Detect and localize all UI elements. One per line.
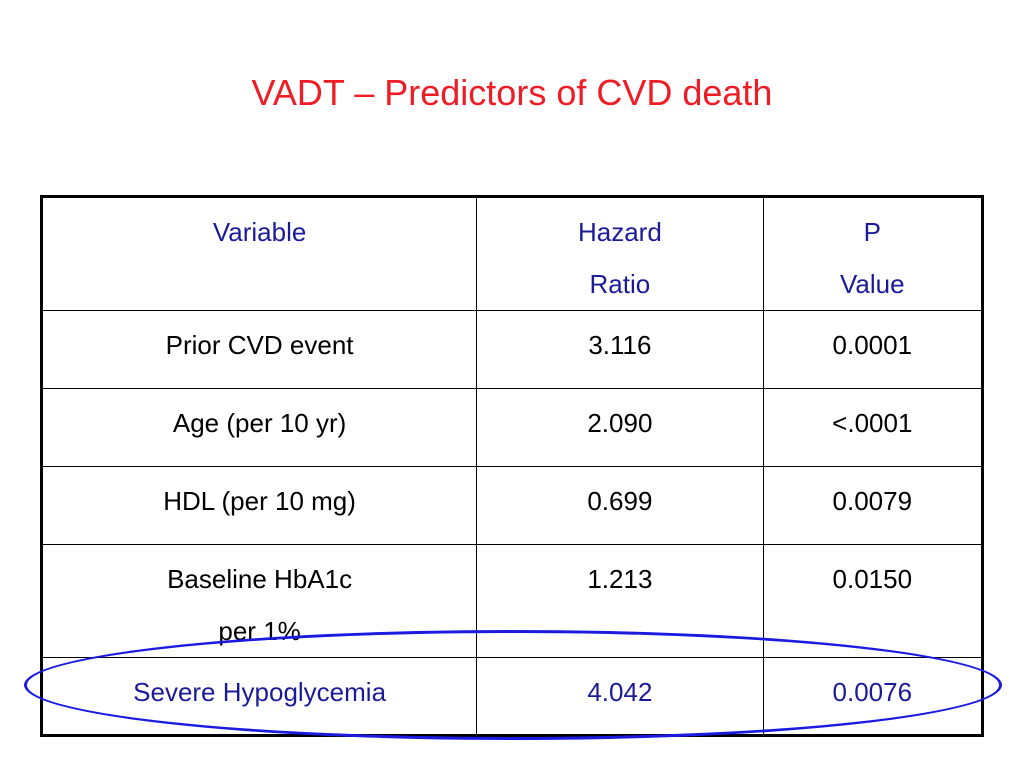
cell-p-value: 0.0076 [762,657,984,736]
cell-hazard-ratio: 0.699 [476,466,764,545]
header-p-label-1: P [863,217,881,247]
table-row: HDL (per 10 mg) 0.699 0.0079 [40,466,984,545]
cell-p-value: <.0001 [762,388,984,467]
header-variable: Variable [40,196,478,311]
slide-title: VADT – Predictors of CVD death [251,72,773,113]
cell-variable: HDL (per 10 mg) [40,466,478,545]
cell-hazard-ratio: 3.116 [476,310,764,389]
header-variable-label: Variable [212,217,307,247]
cell-variable-line1: Baseline HbA1c [167,564,353,594]
cell-p-value: 0.0079 [762,466,984,545]
header-p-value: P Value [762,196,984,311]
cell-hazard-ratio: 2.090 [476,388,764,467]
table-row: Age (per 10 yr) 2.090 <.0001 [40,388,984,467]
header-hazard-label-1: Hazard [577,217,662,247]
header-hazard-ratio: Hazard Ratio [476,196,764,311]
cell-p-value: 0.0150 [762,544,984,658]
table-header-row: Variable Hazard Ratio P Value [40,196,984,311]
cell-variable-line2: per 1% [218,616,301,646]
cell-variable: Age (per 10 yr) [40,388,478,467]
header-p-label-2: Value [840,269,905,299]
cell-variable: Baseline HbA1c per 1% [40,544,478,658]
predictors-table: Variable Hazard Ratio P Value Prior CVD … [40,195,984,737]
cell-hazard-ratio: 1.213 [476,544,764,658]
cell-variable: Prior CVD event [40,310,478,389]
cell-hazard-ratio: 4.042 [476,657,764,736]
header-hazard-label-2: Ratio [589,269,651,299]
table-row: Prior CVD event 3.116 0.0001 [40,310,984,389]
cell-p-value: 0.0001 [762,310,984,389]
table-row-highlighted: Severe Hypoglycemia 4.042 0.0076 [40,657,984,736]
cell-variable: Severe Hypoglycemia [40,657,478,736]
table-row: Baseline HbA1c per 1% 1.213 0.0150 [40,544,984,658]
